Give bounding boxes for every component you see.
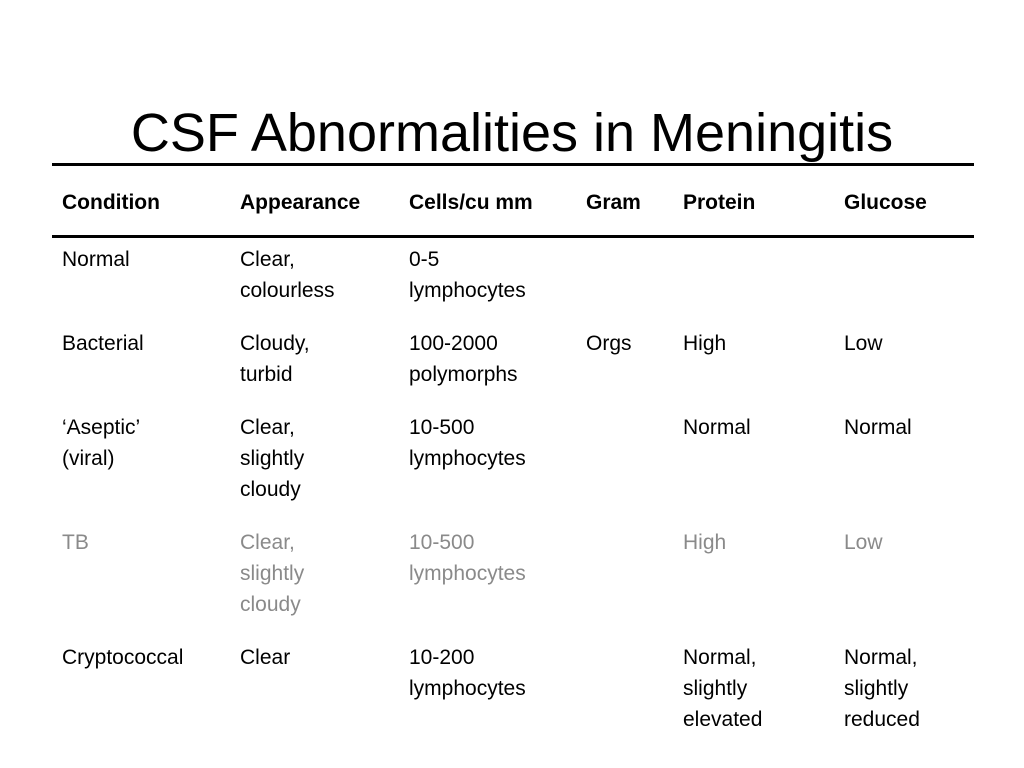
cell-appearance: Clear, slightly cloudy — [240, 416, 305, 501]
header-protein: Protein — [683, 191, 756, 214]
cell-glucose: Low — [844, 332, 883, 355]
table-body: Normal Clear, colourless 0-5 lymphocytes… — [52, 237, 974, 736]
cell-protein: Normal — [683, 416, 751, 439]
cell-protein: High — [683, 332, 727, 355]
cell-protein — [673, 237, 834, 329]
cell-cells: 10-500 lymphocytes — [409, 531, 526, 585]
header-glucose: Glucose — [844, 191, 927, 214]
cell-gram — [576, 527, 673, 642]
table-row-normal: Normal Clear, colourless 0-5 lymphocytes — [52, 237, 974, 329]
csf-comparison-table: Condition Appearance Cells/cu mm Gram Pr… — [52, 163, 974, 735]
cell-glucose: Low — [844, 531, 883, 554]
cell-condition: TB — [62, 531, 89, 554]
cell-gram — [576, 412, 673, 527]
table-row-aseptic: ‘Aseptic’ (viral) Clear, slightly cloudy… — [52, 412, 974, 527]
cell-condition: Cryptococcal — [62, 646, 184, 669]
cell-appearance: Clear, colourless — [240, 248, 335, 302]
table-row-tb: TB Clear, slightly cloudy 10-500 lymphoc… — [52, 527, 974, 642]
slide-title: CSF Abnormalities in Meningitis — [130, 103, 894, 164]
cell-condition: Normal — [62, 248, 130, 271]
cell-appearance: Clear, slightly cloudy — [240, 531, 305, 616]
cell-gram — [576, 237, 673, 329]
table-row-bacterial: Bacterial Cloudy, turbid 100-2000 polymo… — [52, 328, 974, 412]
cell-cells: 10-500 lymphocytes — [409, 416, 526, 470]
cell-cells: 0-5 lymphocytes — [409, 248, 526, 302]
cell-protein: Normal, slightly elevated — [683, 646, 763, 731]
cell-glucose: Normal — [844, 416, 912, 439]
header-row: Condition Appearance Cells/cu mm Gram Pr… — [52, 164, 974, 237]
cell-condition: ‘Aseptic’ (viral) — [62, 416, 141, 470]
cell-cells: 100-2000 polymorphs — [409, 332, 518, 386]
table-row-cryptococcal: Cryptococcal Clear 10-200 lymphocytes No… — [52, 642, 974, 735]
cell-protein: High — [683, 531, 727, 554]
header-appearance: Appearance — [240, 191, 361, 214]
header-cells: Cells/cu mm — [409, 191, 533, 214]
cell-appearance: Clear — [240, 646, 291, 669]
cell-appearance: Cloudy, turbid — [240, 332, 310, 386]
header-gram: Gram — [586, 191, 641, 214]
table-header: Condition Appearance Cells/cu mm Gram Pr… — [52, 164, 974, 237]
cell-glucose — [834, 237, 974, 329]
cell-cells: 10-200 lymphocytes — [409, 646, 526, 700]
header-condition: Condition — [62, 191, 160, 214]
cell-glucose: Normal, slightly reduced — [844, 646, 920, 731]
cell-condition: Bacterial — [62, 332, 144, 355]
cell-gram: Orgs — [586, 332, 632, 355]
cell-gram — [576, 642, 673, 735]
